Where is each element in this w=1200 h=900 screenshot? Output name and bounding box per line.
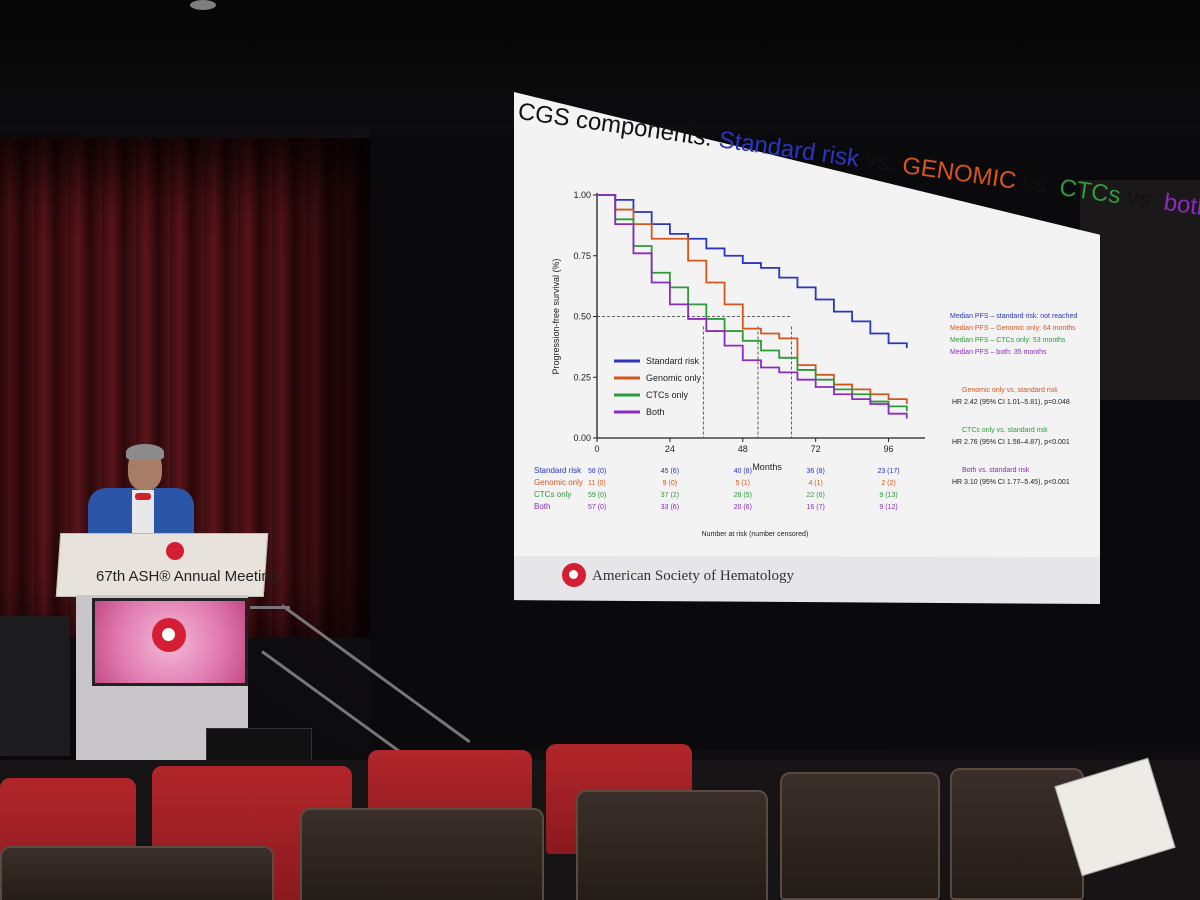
risk-table-cell: 20 (6) — [734, 504, 752, 511]
risk-table-cell: 40 (8) — [734, 468, 752, 475]
risk-table-cell: 36 (8) — [807, 468, 825, 475]
km-curve-standard-risk — [597, 194, 908, 349]
ceiling-light — [190, 0, 216, 10]
km-curve-genomic-only — [597, 194, 908, 404]
x-axis-label: Months — [752, 462, 782, 472]
stage-equipment — [0, 616, 70, 756]
legend-label: CTCs only — [646, 390, 689, 400]
x-tick-label: 72 — [811, 444, 821, 454]
legend-label: Standard risk — [646, 356, 700, 366]
risk-table-cell: 5 (1) — [736, 480, 750, 487]
y-tick-label: 0.50 — [573, 312, 591, 322]
risk-table-row-label: Both — [534, 502, 550, 511]
comparison-title: Both vs. standard risk — [962, 467, 1030, 474]
risk-table-caption: Number at risk (number censored) — [702, 531, 809, 538]
side-wall — [1080, 180, 1200, 400]
y-tick-label: 1.00 — [573, 190, 591, 200]
ceiling — [0, 0, 1200, 130]
risk-table-cell: 58 (0) — [588, 468, 606, 475]
bowtie — [135, 493, 151, 500]
risk-table-cell: 11 (0) — [588, 480, 606, 487]
median-note: Median PFS – standard risk: not reached — [950, 313, 1077, 320]
risk-table-cell: 37 (2) — [661, 492, 679, 499]
ash-logo-icon — [562, 563, 586, 587]
risk-table-row-label: CTCs only — [534, 490, 571, 499]
x-tick-label: 48 — [738, 444, 748, 454]
y-tick-label: 0.25 — [573, 372, 591, 382]
risk-table-row-label: Genomic only — [534, 478, 583, 487]
y-tick-label: 0.00 — [573, 433, 591, 443]
median-note: Median PFS – Genomic only: 64 months — [950, 325, 1076, 332]
risk-table-cell: 9 (12) — [879, 504, 897, 511]
risk-table-cell: 59 (0) — [588, 492, 606, 499]
risk-table-cell: 28 (5) — [734, 492, 752, 499]
podium-label: 67th ASH® Annual Meeting — [96, 568, 279, 585]
risk-table-cell: 33 (6) — [661, 504, 679, 511]
chair-wood — [0, 846, 274, 900]
comparison-stat: HR 2.76 (95% CI 1.56–4.87), p<0.001 — [952, 439, 1070, 446]
comparison-title: Genomic only vs. standard risk — [962, 387, 1058, 394]
risk-table-cell: 22 (6) — [807, 492, 825, 499]
risk-table-cell: 9 (13) — [879, 492, 897, 499]
chair-wood — [780, 772, 940, 900]
podium-logo-icon — [166, 542, 184, 560]
legend-label: Genomic only — [646, 373, 702, 383]
median-note: Median PFS – CTCs only: 53 months — [950, 337, 1066, 344]
x-tick-label: 0 — [594, 444, 599, 454]
y-tick-label: 0.75 — [573, 251, 591, 261]
risk-table-cell: 2 (2) — [881, 480, 895, 487]
risk-table-cell: 23 (17) — [877, 468, 899, 475]
risk-table-cell: 4 (1) — [808, 480, 822, 487]
stage-monitor — [206, 728, 312, 762]
slide-footer-bar — [514, 556, 1100, 604]
comparison-stat: HR 2.42 (95% CI 1.01–5.81), p=0.048 — [952, 399, 1070, 406]
risk-table-cell: 57 (0) — [588, 504, 606, 511]
stair-railing-top — [250, 606, 290, 609]
km-curve-both — [597, 194, 908, 419]
risk-table-cell: 45 (6) — [661, 468, 679, 475]
comparison-title: CTCs only vs. standard risk — [962, 427, 1048, 434]
chair-wood — [576, 790, 768, 900]
median-note: Median PFS – both: 35 months — [950, 349, 1047, 356]
km-curve-ctcs-only — [597, 194, 908, 412]
x-tick-label: 96 — [884, 444, 894, 454]
risk-table-row-label: Standard risk — [534, 466, 582, 475]
comparison-stat: HR 3.10 (95% CI 1.77–5.45), p<0.001 — [952, 479, 1070, 486]
speaker-hair — [126, 444, 164, 460]
podium-screen-logo-icon — [152, 618, 186, 652]
speaker-shirt — [132, 490, 154, 538]
risk-table-cell: 16 (7) — [807, 504, 825, 511]
y-axis-label: Progression-free survival (%) — [551, 258, 561, 374]
podium-sign — [55, 533, 269, 597]
chair-wood — [300, 808, 544, 900]
slide-footer-org: American Society of Hematology — [592, 568, 795, 584]
x-tick-label: 24 — [665, 444, 675, 454]
legend-label: Both — [646, 407, 665, 417]
risk-table-cell: 9 (0) — [663, 480, 677, 487]
